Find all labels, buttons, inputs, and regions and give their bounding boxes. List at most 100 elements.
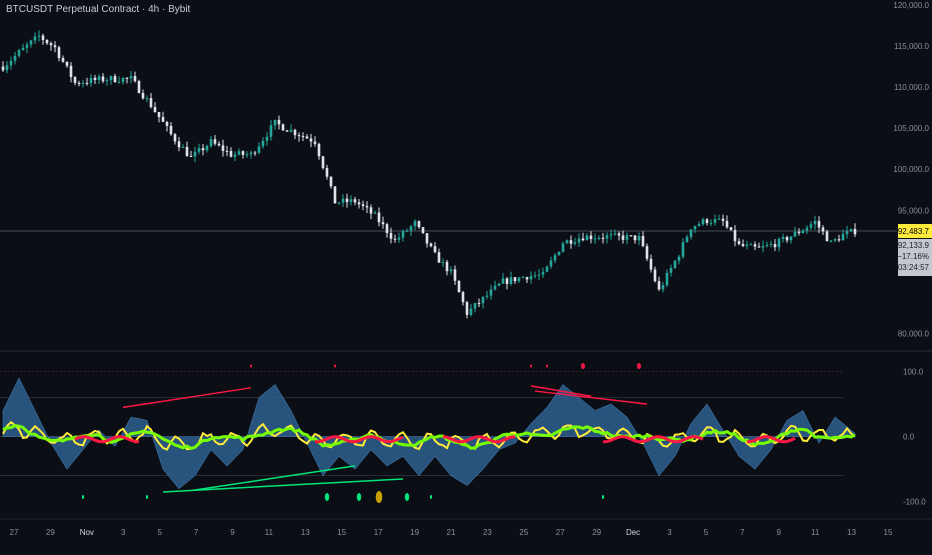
candle-body[interactable] [681, 242, 685, 257]
candle-body[interactable] [729, 227, 733, 231]
candle-body[interactable] [549, 260, 553, 267]
candle-body[interactable] [17, 50, 21, 56]
candle-body[interactable] [301, 136, 305, 138]
candle-body[interactable] [401, 231, 405, 238]
candle-body[interactable] [341, 198, 345, 203]
candle-body[interactable] [537, 274, 541, 276]
candle-body[interactable] [709, 222, 713, 224]
candle-body[interactable] [221, 145, 225, 151]
candle-body[interactable] [5, 65, 9, 71]
candle-body[interactable] [361, 204, 365, 206]
candle-body[interactable] [793, 231, 797, 237]
candle-body[interactable] [269, 125, 273, 137]
candle-body[interactable] [641, 235, 645, 247]
candle-body[interactable] [557, 251, 561, 256]
candle-body[interactable] [589, 235, 593, 240]
candle-body[interactable] [553, 255, 557, 261]
candle-body[interactable] [81, 82, 85, 84]
candle-body[interactable] [45, 39, 49, 44]
candle-body[interactable] [601, 237, 605, 239]
candle-body[interactable] [381, 222, 385, 225]
candle-body[interactable] [713, 219, 717, 223]
candle-body[interactable] [69, 65, 73, 78]
candle-body[interactable] [689, 229, 693, 237]
candle-body[interactable] [657, 281, 661, 290]
candle-body[interactable] [141, 93, 145, 99]
candle-body[interactable] [345, 198, 349, 203]
candle-body[interactable] [849, 228, 853, 232]
candle-body[interactable] [365, 205, 369, 208]
candle-body[interactable] [129, 76, 133, 79]
candle-body[interactable] [133, 76, 137, 82]
candle-body[interactable] [165, 121, 169, 126]
candle-body[interactable] [293, 129, 297, 136]
candle-body[interactable] [737, 241, 741, 245]
candle-body[interactable] [249, 152, 253, 155]
candle-body[interactable] [185, 146, 189, 157]
candle-body[interactable] [125, 77, 129, 79]
candle-body[interactable] [825, 231, 829, 242]
candle-body[interactable] [229, 151, 233, 157]
candle-body[interactable] [237, 151, 241, 155]
candle-body[interactable] [477, 303, 481, 305]
candle-body[interactable] [533, 275, 537, 277]
candle-body[interactable] [65, 61, 69, 66]
candle-body[interactable] [261, 140, 265, 147]
candle-body[interactable] [773, 244, 777, 248]
candle-body[interactable] [697, 224, 701, 227]
candle-body[interactable] [89, 77, 93, 84]
candle-body[interactable] [13, 55, 17, 61]
candle-body[interactable] [325, 168, 329, 177]
candle-body[interactable] [61, 57, 65, 62]
candle-body[interactable] [201, 148, 205, 151]
price-candles[interactable] [1, 30, 857, 319]
candle-body[interactable] [413, 221, 417, 227]
candle-body[interactable] [841, 234, 845, 241]
candle-body[interactable] [845, 231, 849, 235]
candle-body[interactable] [653, 269, 657, 282]
candle-body[interactable] [665, 272, 669, 286]
candle-body[interactable] [153, 107, 157, 113]
candle-body[interactable] [357, 202, 361, 205]
candle-body[interactable] [613, 233, 617, 235]
candle-body[interactable] [389, 233, 393, 239]
candle-body[interactable] [53, 45, 57, 48]
candle-body[interactable] [733, 230, 737, 242]
candle-body[interactable] [137, 81, 141, 94]
candle-body[interactable] [233, 154, 237, 157]
candle-body[interactable] [385, 224, 389, 234]
candle-body[interactable] [405, 230, 409, 232]
candle-body[interactable] [833, 239, 837, 241]
candle-body[interactable] [717, 218, 721, 220]
candle-body[interactable] [329, 176, 333, 187]
candle-body[interactable] [481, 296, 485, 304]
candle-body[interactable] [469, 308, 473, 315]
candle-body[interactable] [765, 244, 769, 247]
candle-body[interactable] [721, 218, 725, 221]
candle-body[interactable] [741, 244, 745, 247]
candle-body[interactable] [757, 246, 761, 248]
candle-body[interactable] [789, 236, 793, 241]
candle-body[interactable] [609, 234, 613, 236]
candle-body[interactable] [517, 277, 521, 282]
candle-body[interactable] [633, 235, 637, 241]
candle-body[interactable] [605, 235, 609, 239]
candle-body[interactable] [49, 43, 53, 46]
candle-body[interactable] [617, 233, 621, 236]
candle-body[interactable] [225, 150, 229, 152]
candle-body[interactable] [809, 224, 813, 228]
candle-body[interactable] [509, 277, 513, 284]
candle-body[interactable] [149, 98, 153, 108]
candle-body[interactable] [25, 44, 29, 48]
candle-body[interactable] [473, 303, 477, 309]
candle-body[interactable] [285, 130, 289, 132]
candle-body[interactable] [373, 212, 377, 214]
candle-body[interactable] [761, 246, 765, 248]
candle-body[interactable] [197, 148, 201, 152]
candle-body[interactable] [393, 238, 397, 240]
candle-body[interactable] [277, 119, 281, 125]
candle-body[interactable] [465, 302, 469, 315]
candle-body[interactable] [317, 143, 321, 157]
candle-body[interactable] [749, 244, 753, 246]
candle-body[interactable] [157, 112, 161, 118]
